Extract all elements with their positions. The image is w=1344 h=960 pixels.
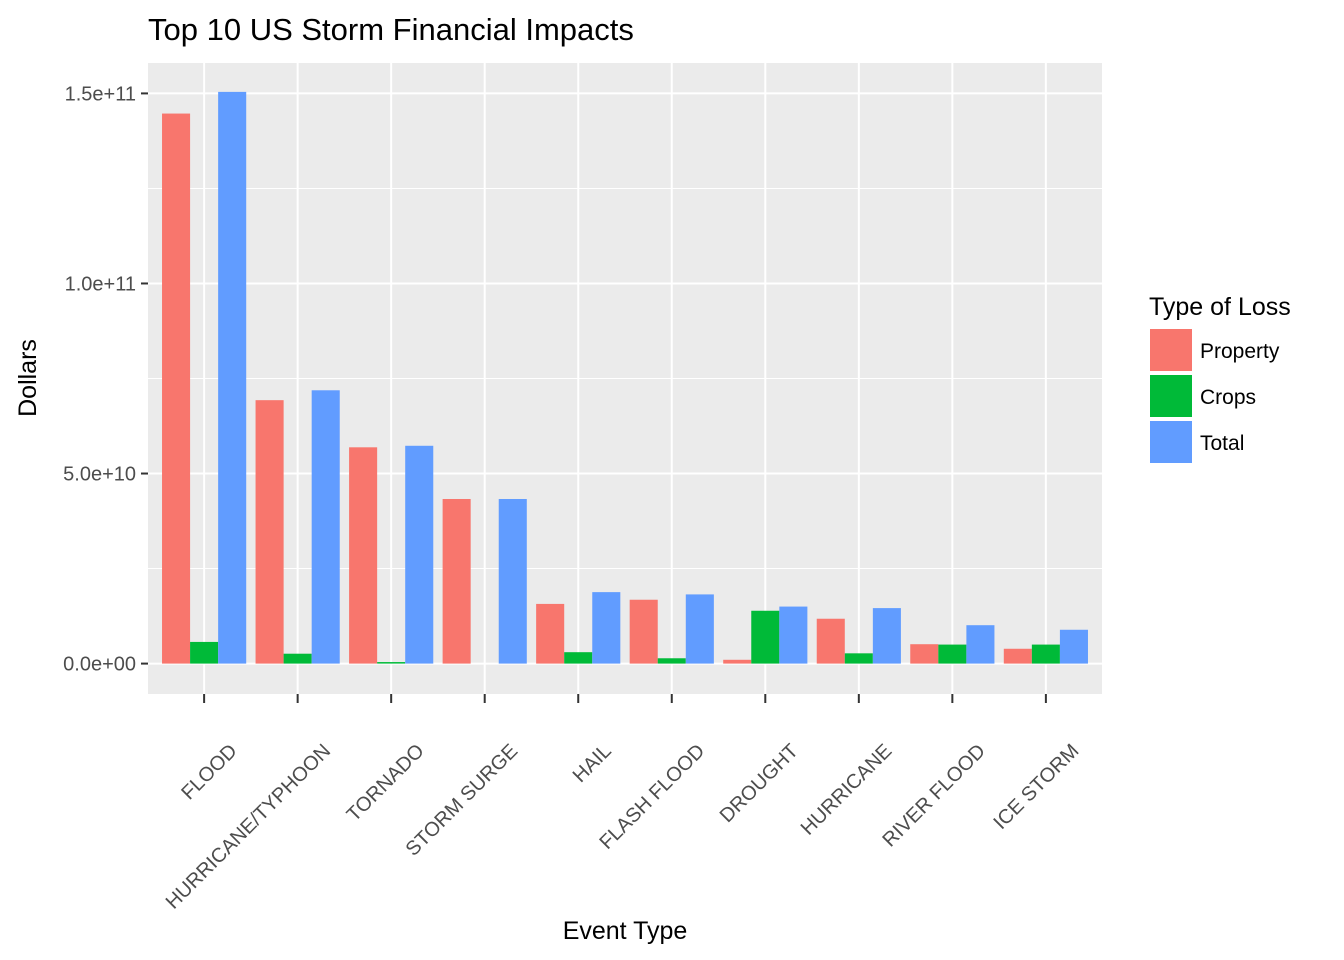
legend-title: Type of Loss [1149,293,1291,321]
y-tick-label: 0.0e+00 [63,654,136,676]
bar-total-flash-flood [685,594,714,664]
bar-crops-tornado [377,662,406,664]
chart-title: Top 10 US Storm Financial Impacts [148,12,634,47]
bar-total-hail [592,592,621,664]
bar-crops-ice-storm [1031,644,1060,664]
bar-total-flood [218,91,247,664]
bar-property-hurricane [816,618,845,664]
bar-property-river-flood [910,644,939,664]
y-tick-label: 5.0e+10 [63,464,136,486]
bar-total-hurricane-typhoon [311,390,340,664]
bar-crops-river-flood [938,644,967,664]
legend-label-property: Property [1200,340,1280,363]
bar-property-storm-surge [442,498,471,664]
legend: Type of Loss Property Crops Total [1149,293,1291,463]
bar-property-hurricane-typhoon [255,400,284,664]
bar-property-tornado [349,447,378,664]
bar-total-ice-storm [1059,629,1088,664]
bar-crops-hurricane [844,653,873,664]
bar-crops-hail [564,652,593,664]
x-axis-title: Event Type [563,917,688,945]
minor-gridlines [148,187,1102,570]
bar-total-drought [779,606,808,664]
bars-group [162,91,1088,664]
legend-label-crops: Crops [1200,386,1256,409]
bar-property-flood [162,113,191,664]
bar-total-tornado [405,445,434,664]
bar-property-ice-storm [1003,648,1032,664]
bar-crops-hurricane-typhoon [283,653,312,664]
y-axis: 0.0e+00 5.0e+10 1.0e+11 1.5e+11 [63,83,148,676]
bar-crops-drought [751,610,780,664]
legend-key-property [1150,329,1192,371]
bar-crops-flash-flood [657,658,686,664]
bar-total-storm-surge [498,498,527,664]
legend-label-total: Total [1200,432,1244,455]
bar-property-drought [723,659,752,664]
bar-property-flash-flood [629,599,658,664]
legend-key-total [1150,421,1192,463]
bar-property-hail [536,603,565,664]
bar-crops-flood [190,641,219,664]
y-axis-title: Dollars [14,339,42,417]
legend-key-crops [1150,375,1192,417]
bar-total-river-flood [966,625,995,664]
y-tick-label: 1.0e+11 [65,273,136,295]
bar-total-hurricane [872,608,901,664]
major-gridlines [148,63,1102,694]
y-tick-label: 1.5e+11 [65,83,136,105]
